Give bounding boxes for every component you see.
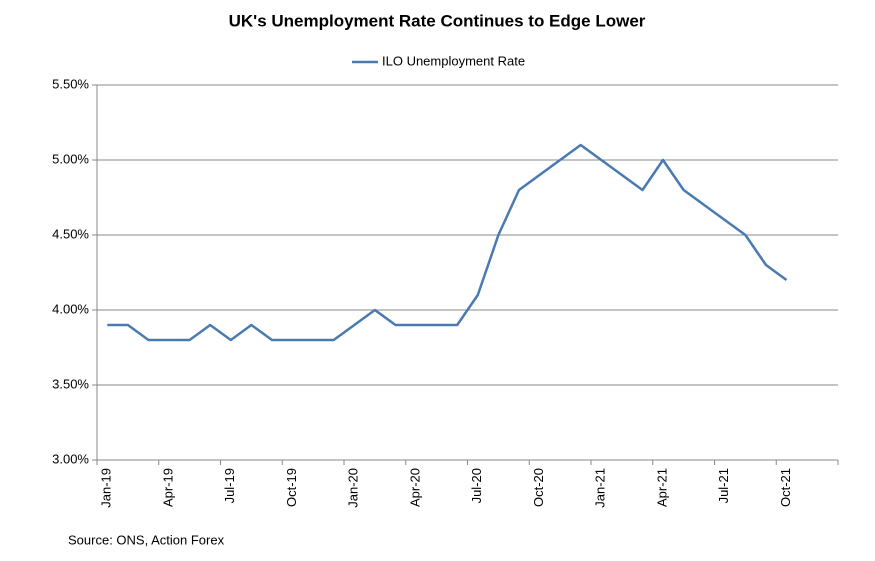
x-tick-label: Oct-20	[531, 468, 546, 507]
x-tick-label: Apr-21	[654, 468, 669, 507]
y-tick-label: 3.50%	[52, 376, 89, 391]
legend-label: ILO Unemployment Rate	[382, 53, 525, 68]
x-tick-label: Jul-21	[716, 468, 731, 503]
x-tick-label: Oct-19	[284, 468, 299, 507]
x-tick-label: Apr-20	[407, 468, 422, 507]
y-tick-label: 5.00%	[52, 151, 89, 166]
x-tick-label: Jan-19	[99, 468, 114, 508]
y-tick-label: 4.00%	[52, 301, 89, 316]
x-tick-label: Jan-21	[593, 468, 608, 508]
x-tick-label: Jul-19	[222, 468, 237, 503]
y-tick-label: 4.50%	[52, 226, 89, 241]
y-tick-label: 3.00%	[52, 451, 89, 466]
x-tick-label: Apr-19	[160, 468, 175, 507]
y-tick-label: 5.50%	[52, 76, 89, 91]
x-tick-label: Jan-20	[346, 468, 361, 508]
x-tick-label: Jul-20	[469, 468, 484, 503]
x-tick-label: Oct-21	[778, 468, 793, 507]
chart-title: UK's Unemployment Rate Continues to Edge…	[229, 11, 646, 30]
source-note: Source: ONS, Action Forex	[68, 532, 225, 547]
data-line	[107, 143, 788, 342]
